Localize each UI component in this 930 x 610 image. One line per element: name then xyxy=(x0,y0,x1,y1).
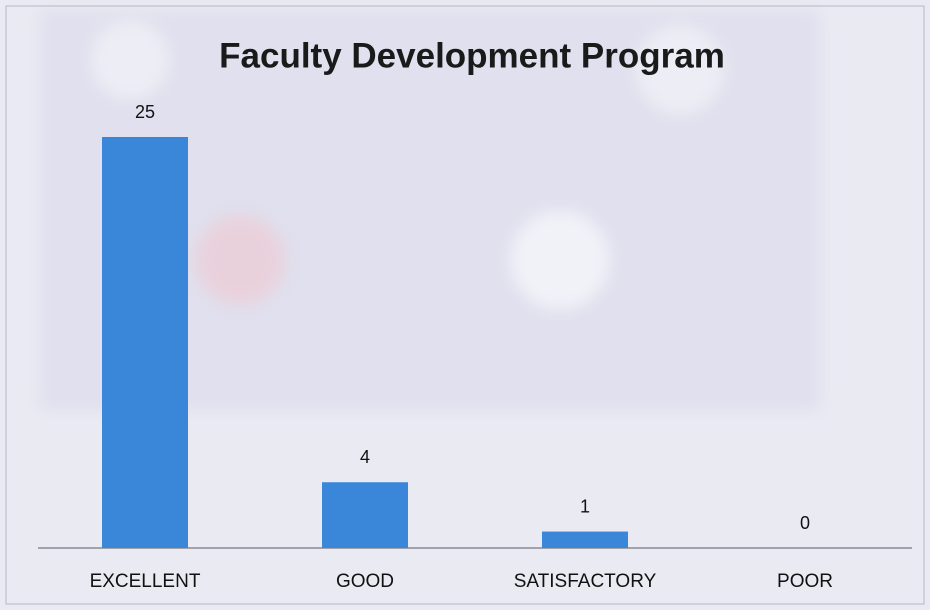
background-blob xyxy=(195,215,285,305)
page: {"chart_data": {"type": "bar", "title": … xyxy=(0,0,930,610)
chart-title: Faculty Development Program xyxy=(219,36,725,75)
bar xyxy=(542,532,628,548)
data-label: 1 xyxy=(580,496,590,516)
bar xyxy=(102,137,188,548)
bar xyxy=(322,482,408,548)
x-tick-label: EXCELLENT xyxy=(90,571,201,592)
chart: Faculty Development Program 25 EXCELLENT 4… xyxy=(0,0,930,610)
background-blob xyxy=(510,210,610,310)
data-label: 0 xyxy=(800,513,810,533)
data-label: 25 xyxy=(135,102,155,122)
x-tick-label: POOR xyxy=(777,571,833,592)
x-tick-label: GOOD xyxy=(336,571,394,592)
data-label: 4 xyxy=(360,447,370,467)
background-blob xyxy=(90,20,170,100)
x-tick-label: SATISFACTORY xyxy=(514,571,657,592)
